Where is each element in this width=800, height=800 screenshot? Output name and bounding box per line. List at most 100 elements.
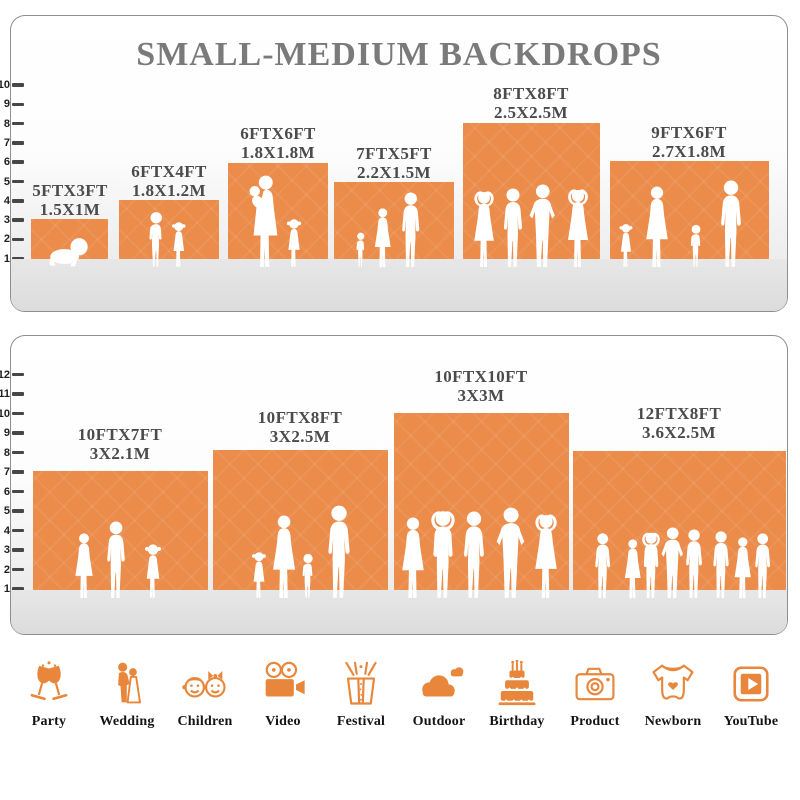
ruler-dash — [12, 411, 24, 416]
backdrop-rect-8x8 — [463, 123, 600, 268]
ruler-tick-10: 10 — [0, 408, 24, 420]
ruler-tick-4: 4 — [0, 195, 24, 207]
ruler-dash — [12, 509, 24, 513]
ruler-number: 9 — [3, 98, 10, 111]
category-label: Birthday — [489, 714, 545, 729]
category-youtube: YouTube — [724, 658, 779, 730]
ruler-tick-4: 4 — [0, 525, 24, 537]
silhouette-family-3 — [75, 521, 162, 599]
ruler-dash — [12, 102, 24, 107]
ruler-number: 3 — [3, 544, 10, 556]
outdoor-icon — [422, 667, 464, 697]
ruler-dash — [12, 489, 24, 494]
ruler-tick-7: 7 — [0, 137, 24, 149]
silhouette-family-3 — [356, 192, 420, 268]
ruler-number: 10 — [0, 407, 10, 420]
ruler-tick-1: 1 — [0, 583, 24, 595]
backdrop-rect-6x4 — [119, 200, 219, 267]
ruler-number: 2 — [3, 233, 10, 246]
backdrop-label-12x8: 12FTX8FT 3.6X2.5M — [636, 404, 722, 442]
ruler-dash — [12, 218, 24, 222]
ruler-number: 12 — [0, 368, 10, 381]
silhouette-family-4 — [252, 505, 350, 598]
ruler-number: 4 — [3, 194, 10, 207]
ruler-dash — [12, 256, 24, 261]
category-label: YouTube — [723, 714, 779, 729]
ruler-dash — [12, 179, 24, 184]
backdrop-rect-10x8 — [213, 450, 388, 598]
ruler-dash — [12, 141, 24, 145]
backdrop-label-6x4: 6FTX4FT 1.8X1.2M — [131, 162, 207, 200]
children-icon — [182, 671, 226, 698]
ruler-tick-9: 9 — [0, 427, 24, 439]
category-label: Festival — [336, 714, 386, 729]
category-label: Newborn — [644, 714, 702, 729]
festival-icon — [345, 661, 377, 705]
category-video: Video — [257, 658, 309, 730]
video-icon — [265, 661, 305, 697]
category-product: Product — [569, 658, 621, 730]
newborn-icon — [652, 664, 694, 700]
ruler-number: 8 — [3, 117, 10, 130]
ruler-dash — [12, 372, 24, 377]
wedding-icon — [118, 662, 141, 704]
ruler-dash — [12, 121, 24, 126]
ruler-number: 4 — [3, 524, 10, 537]
ruler-number: 9 — [3, 427, 10, 439]
ruler-tick-6: 6 — [0, 486, 24, 498]
ruler-tick-12: 12 — [0, 369, 24, 381]
ruler-number: 6 — [3, 156, 10, 169]
ruler-number: 8 — [3, 446, 10, 459]
ruler-number: 11 — [0, 388, 10, 400]
backdrop-rect-10x7 — [33, 471, 208, 599]
page-title: SMALL-MEDIUM BACKDROPS — [136, 36, 662, 73]
ground-strip — [11, 590, 787, 634]
ruler-dash — [12, 587, 24, 591]
silhouette-group-5 — [402, 507, 557, 598]
backdrop-label-6x6: 6FTX6FT 1.8X1.8M — [240, 124, 316, 162]
backdrop-label-10x8: 10FTX8FT 3X2.5M — [257, 408, 343, 446]
backdrop-rect-12x8 — [573, 451, 786, 599]
ruler-dash — [12, 199, 24, 203]
ruler-tick-3: 3 — [0, 544, 24, 556]
ruler-dash — [12, 450, 24, 455]
category-label: Party — [31, 714, 67, 729]
silhouette-children — [149, 212, 186, 267]
ruler-number: 1 — [3, 252, 10, 265]
ruler-number: 3 — [3, 214, 10, 227]
category-outdoor: Outdoor — [413, 658, 466, 730]
ruler-tick-10: 10 — [0, 79, 24, 91]
ruler-dash — [12, 567, 24, 572]
category-row: Party Wedding — [10, 658, 790, 730]
ruler-dash — [12, 548, 24, 552]
birthday-icon — [498, 659, 536, 706]
category-newborn: Newborn — [645, 658, 702, 730]
silhouette-baby — [49, 238, 88, 267]
ruler-number: 2 — [3, 563, 10, 576]
category-label: Outdoor — [412, 714, 466, 729]
youtube-icon — [733, 666, 769, 702]
ruler-number: 5 — [3, 175, 10, 188]
category-wedding: Wedding — [99, 658, 154, 730]
backdrop-rect-9x6 — [610, 161, 769, 267]
ruler-tick-5: 5 — [0, 176, 24, 188]
ruler-dash — [12, 470, 24, 474]
ruler-number: 6 — [3, 485, 10, 498]
ruler-tick-9: 9 — [0, 98, 24, 110]
category-label: Product — [570, 714, 620, 729]
backdrop-rect-10x10 — [394, 413, 569, 598]
silhouette-group-4 — [474, 184, 588, 268]
ruler-tick-3: 3 — [0, 214, 24, 226]
category-festival: Festival — [335, 658, 387, 730]
backdrop-label-10x7: 10FTX7FT 3X2.1M — [77, 425, 163, 463]
ruler-number: 5 — [3, 505, 10, 517]
ruler-dash — [12, 160, 24, 164]
category-children: Children — [177, 658, 232, 730]
ruler-tick-5: 5 — [0, 505, 24, 517]
ruler-dash — [12, 237, 24, 242]
ruler-tick-6: 6 — [0, 156, 24, 168]
ruler-dash — [12, 392, 24, 396]
ruler-dash — [12, 528, 24, 533]
ground-strip — [11, 259, 787, 311]
backdrop-label-8x8: 8FTX8FT 2.5X2.5M — [493, 84, 569, 122]
